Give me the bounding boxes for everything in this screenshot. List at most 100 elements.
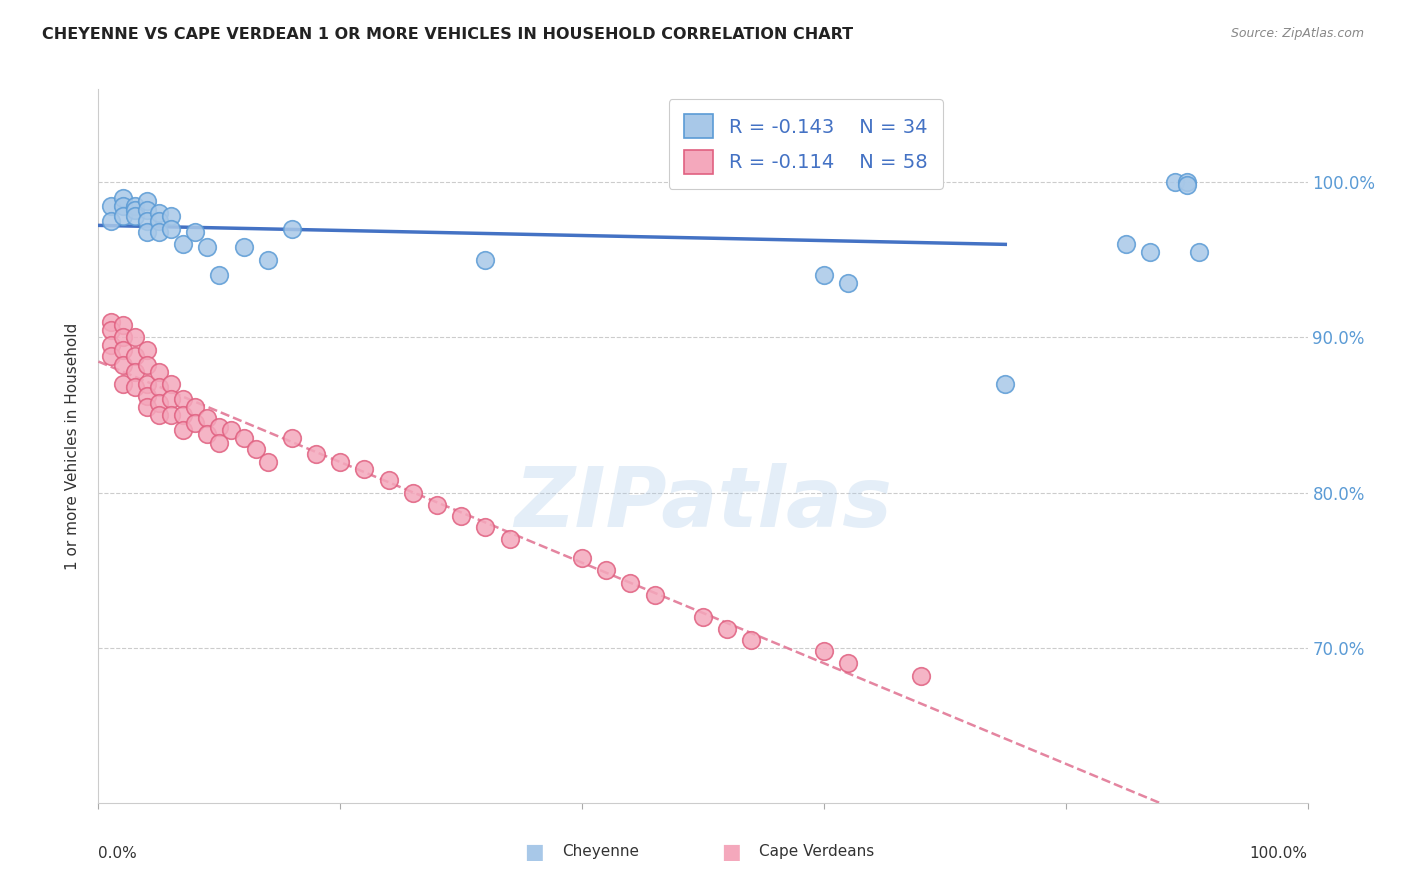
Point [135,359,157,373]
Point [172,424,194,438]
Point [124,330,146,344]
Point [474,252,496,267]
Point [256,454,278,468]
Point [1163,175,1185,189]
Point [124,198,146,212]
Point [571,550,593,565]
Point [1175,175,1198,189]
Point [1115,237,1137,252]
Point [474,519,496,533]
Point [716,622,738,636]
Point [184,416,207,430]
Point [111,376,134,391]
Text: 0.0%: 0.0% [98,846,138,861]
Text: ZIPatlas: ZIPatlas [515,463,891,543]
Point [160,222,183,236]
Point [221,424,243,438]
Point [281,222,304,236]
Point [195,411,218,425]
Point [1188,245,1211,260]
Point [813,268,835,283]
Point [135,376,157,391]
Point [160,210,183,224]
Point [148,206,170,220]
Point [644,588,666,602]
Point [148,408,170,422]
Point [100,214,122,228]
Point [160,408,183,422]
Point [256,252,278,267]
Point [329,454,352,468]
Point [124,380,146,394]
Point [619,575,641,590]
Point [124,365,146,379]
Point [100,315,122,329]
Point [426,498,449,512]
Point [135,194,157,208]
Point [208,420,231,434]
Point [1175,178,1198,193]
Point [402,485,425,500]
Point [837,276,859,290]
Point [124,203,146,218]
Point [1139,245,1161,260]
Point [245,442,267,456]
Point [450,508,472,523]
Point [994,376,1017,391]
Point [148,214,170,228]
Point [377,473,399,487]
Point [208,436,231,450]
Text: ■: ■ [524,842,544,862]
Point [160,376,183,391]
Point [111,343,134,357]
Point [305,447,328,461]
Point [498,532,520,546]
Point [172,392,194,407]
Point [208,268,231,283]
Point [813,644,835,658]
Point [692,609,714,624]
Point [135,343,157,357]
Text: Source: ZipAtlas.com: Source: ZipAtlas.com [1230,27,1364,40]
Point [148,225,170,239]
Text: 100.0%: 100.0% [1250,846,1308,861]
Point [148,395,170,409]
Point [111,318,134,332]
Point [124,349,146,363]
Point [124,210,146,224]
Point [148,365,170,379]
Point [111,330,134,344]
Text: CHEYENNE VS CAPE VERDEAN 1 OR MORE VEHICLES IN HOUSEHOLD CORRELATION CHART: CHEYENNE VS CAPE VERDEAN 1 OR MORE VEHIC… [42,27,853,42]
Point [195,240,218,254]
Text: Cape Verdeans: Cape Verdeans [759,845,875,859]
Point [135,389,157,403]
Point [135,225,157,239]
Text: ■: ■ [721,842,741,862]
Point [740,632,762,647]
Point [232,431,254,445]
Point [281,431,304,445]
Point [172,237,194,252]
Point [111,359,134,373]
Point [910,668,932,682]
Y-axis label: 1 or more Vehicles in Household: 1 or more Vehicles in Household [65,322,80,570]
Legend: R = -0.143    N = 34, R = -0.114    N = 58: R = -0.143 N = 34, R = -0.114 N = 58 [668,99,943,189]
Point [100,338,122,352]
Point [111,198,134,212]
Point [595,563,617,577]
Point [184,401,207,415]
Point [135,401,157,415]
Point [135,203,157,218]
Text: Cheyenne: Cheyenne [562,845,640,859]
Point [184,225,207,239]
Point [111,210,134,224]
Point [232,240,254,254]
Point [837,656,859,670]
Point [111,191,134,205]
Point [172,408,194,422]
Point [148,380,170,394]
Point [100,323,122,337]
Point [353,462,375,476]
Point [100,349,122,363]
Point [135,214,157,228]
